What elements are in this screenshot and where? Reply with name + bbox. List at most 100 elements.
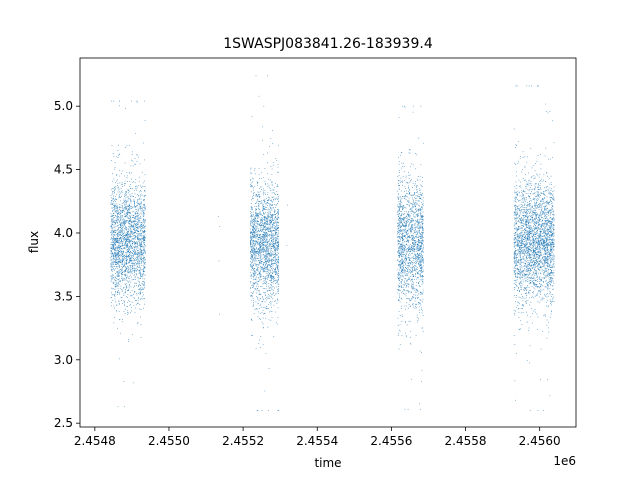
data-point	[266, 238, 268, 240]
data-point	[122, 186, 123, 187]
data-point	[401, 271, 403, 272]
data-point	[130, 265, 131, 267]
data-point	[119, 217, 121, 218]
data-point	[122, 319, 123, 320]
data-point	[277, 248, 278, 249]
data-point	[256, 257, 258, 259]
data-point	[112, 232, 114, 234]
data-point	[129, 194, 131, 195]
data-point	[271, 280, 272, 282]
data-point	[269, 302, 271, 303]
data-point	[121, 170, 123, 172]
data-point	[399, 188, 400, 190]
data-point	[267, 254, 269, 255]
data-point	[138, 156, 139, 158]
data-point	[116, 262, 118, 263]
data-point	[268, 226, 270, 228]
data-point	[133, 262, 134, 264]
data-point	[398, 285, 399, 286]
data-point	[124, 222, 126, 224]
data-point	[143, 268, 144, 270]
data-point	[115, 310, 117, 312]
data-point	[142, 227, 144, 229]
data-point	[130, 247, 132, 248]
data-point	[270, 293, 272, 295]
data-point	[256, 220, 258, 222]
data-point	[113, 216, 115, 218]
data-point	[112, 240, 114, 242]
data-point	[132, 234, 134, 235]
data-point	[404, 235, 406, 237]
data-point	[263, 242, 264, 243]
data-point	[255, 259, 256, 261]
data-point	[136, 202, 138, 203]
data-point	[126, 260, 128, 262]
data-point	[137, 255, 139, 257]
data-point	[118, 224, 119, 226]
data-point	[121, 273, 122, 274]
data-point	[139, 261, 141, 263]
data-point	[129, 301, 131, 302]
data-point	[126, 215, 128, 216]
data-point	[269, 217, 271, 218]
data-point	[118, 300, 119, 302]
data-point	[252, 241, 254, 243]
data-point	[259, 230, 261, 232]
data-point	[269, 146, 271, 147]
data-point	[118, 186, 119, 188]
data-point	[276, 272, 278, 273]
data-point	[277, 266, 279, 267]
data-point	[113, 222, 115, 223]
data-point	[125, 269, 126, 271]
data-point	[126, 252, 128, 253]
data-point	[261, 321, 263, 323]
data-point	[144, 180, 145, 182]
data-point	[111, 279, 112, 281]
data-point	[261, 249, 263, 251]
data-point	[263, 280, 265, 282]
data-point	[261, 243, 262, 245]
data-point	[260, 277, 262, 278]
data-point	[125, 214, 127, 216]
data-point	[117, 185, 118, 186]
data-point	[262, 248, 263, 250]
data-point	[128, 250, 129, 251]
data-point	[399, 246, 401, 247]
data-point	[253, 253, 254, 255]
data-point	[259, 305, 261, 306]
data-point	[277, 317, 279, 319]
data-point	[257, 269, 259, 270]
data-point	[110, 215, 112, 217]
data-point	[126, 258, 128, 260]
data-point	[119, 234, 121, 236]
data-point	[406, 195, 407, 197]
data-point	[275, 216, 276, 218]
data-point	[273, 243, 275, 245]
data-point	[127, 263, 129, 265]
data-point	[402, 238, 403, 239]
data-point	[402, 223, 403, 224]
data-point	[272, 196, 274, 198]
data-point	[117, 327, 118, 329]
data-point	[143, 266, 145, 268]
data-point	[143, 267, 145, 268]
data-point	[110, 195, 112, 196]
data-point	[141, 289, 142, 290]
data-point	[126, 279, 128, 281]
data-point	[114, 250, 115, 251]
data-point	[115, 220, 117, 222]
data-point	[258, 248, 259, 250]
data-point	[400, 167, 402, 169]
data-point	[398, 289, 400, 291]
data-point	[404, 259, 406, 260]
data-point	[124, 262, 126, 264]
data-point	[256, 296, 258, 297]
data-point	[398, 199, 399, 200]
data-point	[117, 274, 119, 276]
data-point	[251, 251, 253, 253]
data-point	[132, 266, 134, 268]
data-point	[112, 218, 114, 220]
data-point	[274, 220, 276, 222]
data-point	[403, 162, 404, 164]
data-point	[125, 234, 127, 235]
